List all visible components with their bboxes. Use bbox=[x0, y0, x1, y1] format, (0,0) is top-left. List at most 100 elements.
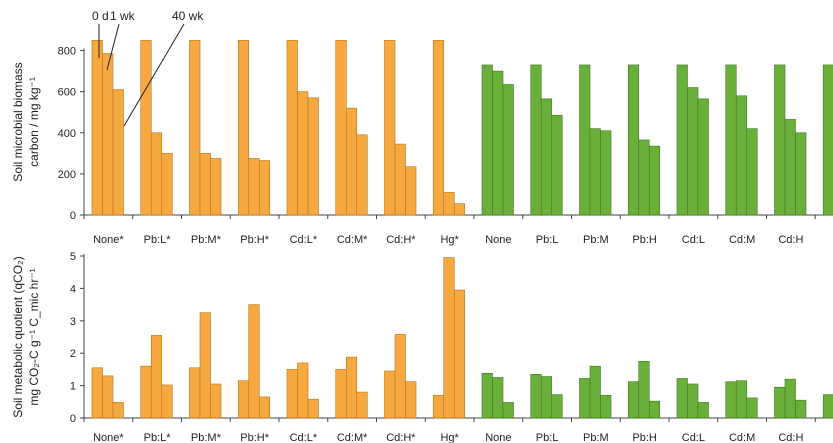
qco2-bar-pb-m-star-0d bbox=[189, 367, 201, 419]
biomass-bar-cd-m-star-40wk bbox=[356, 134, 368, 216]
biomass-bar-cd-l-0d bbox=[676, 64, 688, 216]
biomass-bar-cd-l-star-0d bbox=[286, 39, 298, 216]
qco2-category-label-pb-h: Pb:H bbox=[632, 432, 657, 443]
qco2-bar-pb-h-40wk bbox=[648, 400, 661, 419]
qco2-category-label-cd-h-star: Cd:H* bbox=[386, 432, 416, 443]
qco2-bar-none-star-40wk bbox=[112, 402, 124, 419]
qco2-bar-cd-h-star-1wk bbox=[394, 334, 406, 419]
biomass-bar-cd-l-star-40wk bbox=[307, 97, 319, 216]
biomass-bar-none-star-40wk bbox=[112, 89, 124, 216]
biomass-y-tick-label: 800 bbox=[58, 46, 76, 58]
biomass-bar-pb-h-0d bbox=[627, 64, 640, 216]
qco2-category-label-pb-l-star: Pb:L* bbox=[144, 432, 172, 443]
legend-label-0d: 0 d bbox=[92, 9, 109, 23]
qco2-bar-cd-m-1wk bbox=[735, 380, 748, 419]
biomass-bar-none-0d bbox=[481, 64, 493, 216]
biomass-bar-pb-h-1wk bbox=[638, 139, 650, 216]
biomass-y-axis-label-line-2: carbon / mg kg⁻¹ bbox=[27, 77, 41, 167]
qco2-bar-cd-m-star-40wk bbox=[356, 391, 368, 419]
qco2-bar-pb-m-1wk bbox=[589, 365, 601, 419]
qco2-bar-hg-0d bbox=[822, 394, 833, 419]
biomass-bar-pb-l-star-40wk bbox=[161, 153, 173, 216]
biomass-bar-hg-0d bbox=[822, 64, 833, 216]
qco2-bar-none-1wk bbox=[492, 377, 504, 419]
biomass-category-label-pb-m-star: Pb:M* bbox=[191, 234, 222, 246]
biomass-bar-none-1wk bbox=[492, 70, 504, 216]
qco2-category-label-pb-l: Pb:L bbox=[536, 432, 559, 443]
biomass-bar-pb-m-0d bbox=[579, 64, 591, 216]
qco2-bar-cd-m-40wk bbox=[746, 397, 758, 419]
qco2-bar-cd-m-0d bbox=[725, 381, 737, 419]
biomass-bar-none-star-0d bbox=[91, 39, 103, 216]
qco2-bar-pb-h-0d bbox=[627, 381, 640, 419]
biomass-bar-none-star-1wk bbox=[102, 53, 114, 216]
biomass-bar-pb-h-star-40wk bbox=[258, 160, 271, 216]
biomass-category-label-pb-l-star: Pb:L* bbox=[144, 234, 172, 246]
biomass-category-label-none-star: None* bbox=[93, 234, 124, 246]
qco2-bar-none-40wk bbox=[502, 402, 514, 419]
biomass-category-label-pb-l: Pb:L bbox=[536, 234, 559, 246]
qco2-category-label-pb-m-star: Pb:M* bbox=[191, 432, 222, 443]
biomass-y-tick-label: 600 bbox=[58, 87, 76, 99]
biomass-bar-cd-m-40wk bbox=[746, 128, 758, 216]
biomass-category-label-hg-star: Hg* bbox=[440, 234, 459, 246]
biomass-category-label-cd-h-star: Cd:H* bbox=[386, 234, 416, 246]
biomass-category-label-pb-h-star: Pb:H* bbox=[240, 234, 269, 246]
biomass-bar-cd-h-star-40wk bbox=[405, 166, 417, 216]
biomass-chart: 0 200 400 600 800 Soil microbial biomass carbo… bbox=[11, 39, 833, 246]
qco2-category-label-none: None bbox=[485, 432, 511, 443]
timepoint-legend: 0 d 1 wk 40 wk bbox=[92, 9, 204, 127]
qco2-bar-pb-l-star-0d bbox=[140, 365, 152, 419]
biomass-bar-cd-l-40wk bbox=[697, 98, 709, 216]
qco2-bar-cd-l-40wk bbox=[697, 402, 709, 419]
qco2-y-tick-label: 3 bbox=[70, 316, 76, 328]
biomass-bar-pb-h-40wk bbox=[648, 145, 661, 216]
biomass-y-tick-label: 400 bbox=[58, 128, 76, 140]
legend-label-40wk: 40 wk bbox=[172, 9, 204, 23]
biomass-bar-pb-h-star-0d bbox=[237, 39, 250, 216]
qco2-bar-cd-m-star-1wk bbox=[345, 356, 358, 419]
biomass-bar-cd-m-0d bbox=[725, 64, 737, 216]
biomass-category-label-cd-l-star: Cd:L* bbox=[290, 234, 318, 246]
qco2-bar-pb-m-0d bbox=[579, 378, 591, 419]
qco2-bar-hg-star-0d bbox=[432, 395, 445, 419]
biomass-bar-pb-l-40wk bbox=[551, 115, 563, 216]
legend-label-1wk: 1 wk bbox=[110, 9, 136, 23]
biomass-bar-cd-h-star-1wk bbox=[394, 143, 406, 216]
qco2-bar-pb-h-star-0d bbox=[237, 380, 250, 419]
biomass-bar-pb-m-1wk bbox=[589, 128, 601, 216]
biomass-bar-pb-h-star-1wk bbox=[248, 158, 260, 216]
qco2-bar-cd-l-star-1wk bbox=[297, 362, 309, 419]
biomass-bar-pb-l-0d bbox=[530, 64, 542, 216]
biomass-category-label-cd-l: Cd:L bbox=[682, 234, 705, 246]
qco2-y-axis-label-line-1: Soil metabolic quotient (qCO₂) bbox=[11, 256, 25, 417]
qco2-y-tick-label: 5 bbox=[70, 251, 76, 263]
qco2-category-label-hg-star: Hg* bbox=[440, 432, 459, 443]
qco2-category-label-pb-h-star: Pb:H* bbox=[240, 432, 269, 443]
qco2-bar-hg-star-40wk bbox=[453, 289, 466, 419]
qco2-bar-pb-l-40wk bbox=[551, 394, 563, 419]
qco2-bar-pb-h-1wk bbox=[638, 360, 650, 419]
qco2-bar-none-0d bbox=[481, 372, 493, 419]
qco2-bar-pb-l-star-1wk bbox=[150, 335, 163, 419]
biomass-bar-pb-m-40wk bbox=[600, 130, 612, 216]
qco2-bar-pb-m-star-1wk bbox=[199, 312, 211, 419]
qco2-bar-cd-m-star-0d bbox=[335, 369, 347, 419]
qco2-bar-cd-h-star-0d bbox=[384, 370, 396, 419]
qco2-y-tick-label: 1 bbox=[70, 381, 76, 393]
qco2-y-tick-label: 2 bbox=[70, 348, 76, 360]
biomass-bar-cd-m-star-0d bbox=[335, 39, 347, 216]
qco2-y-tick-label: 0 bbox=[70, 413, 76, 425]
qco2-bar-cd-l-0d bbox=[676, 378, 688, 419]
biomass-bar-none-40wk bbox=[502, 84, 514, 216]
biomass-category-label-none: None bbox=[485, 234, 511, 246]
biomass-bar-cd-l-1wk bbox=[687, 87, 699, 216]
qco2-category-label-pb-m: Pb:M bbox=[583, 432, 609, 443]
biomass-bar-cd-l-star-1wk bbox=[297, 91, 309, 216]
biomass-bar-cd-h-0d bbox=[774, 64, 786, 216]
qco2-bar-cd-h-40wk bbox=[795, 399, 807, 419]
qco2-bar-none-star-1wk bbox=[102, 375, 114, 419]
qco2-bar-cd-l-star-0d bbox=[286, 369, 298, 419]
biomass-bar-pb-m-star-40wk bbox=[210, 158, 222, 216]
